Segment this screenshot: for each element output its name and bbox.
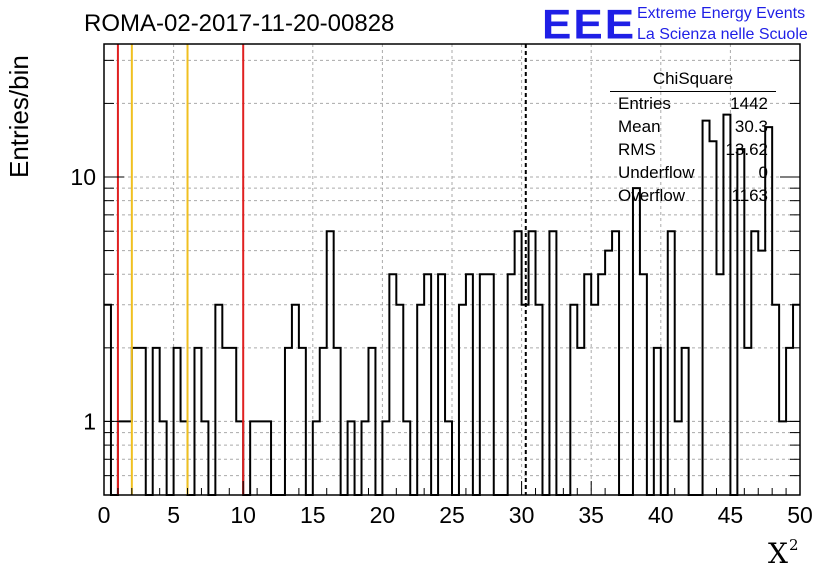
x-axis-label-base: X (768, 537, 788, 570)
stats-label: Entries (618, 94, 671, 113)
y-axis-label: Entries/bin (4, 55, 34, 178)
stats-value: 1442 (730, 94, 768, 113)
x-tick-label: 10 (230, 502, 256, 528)
stats-value: 1163 (731, 186, 768, 205)
x-tick-label: 15 (300, 502, 326, 528)
x-axis-label-superscript: 2 (788, 536, 799, 554)
stats-label: Underflow (618, 163, 695, 182)
stats-value: 30.3 (734, 117, 768, 136)
x-axis-label: X2 (768, 536, 798, 570)
stats-box: ChiSquare Entries 1442 Mean 30.3 RMS 13.… (610, 68, 776, 207)
x-tick-label: 25 (439, 502, 465, 528)
x-tick-label: 20 (370, 502, 396, 528)
x-tick-label: 45 (718, 502, 744, 528)
x-tick-label: 5 (167, 502, 180, 528)
x-tick-label: 35 (578, 502, 604, 528)
stats-row-underflow: Underflow 0 (610, 161, 776, 184)
chart-title: ROMA-02-2017-11-20-00828 (84, 10, 395, 37)
x-tick-label: 30 (509, 502, 535, 528)
stats-value: 0 (758, 163, 768, 182)
stats-row-overflow: Overflow 1163 (610, 184, 776, 207)
stats-row-mean: Mean 30.3 (610, 115, 776, 138)
eee-logo: EEE (542, 1, 637, 48)
logo-caption: Extreme Energy Events La Scienza nelle S… (637, 3, 808, 45)
stats-label: RMS (618, 140, 656, 159)
stats-row-entries: Entries 1442 (610, 92, 776, 115)
y-tick-label: 1 (83, 408, 96, 434)
logo-caption-line2: La Scienza nelle Scuole (637, 26, 808, 43)
x-tick-label: 50 (787, 502, 813, 528)
stats-row-rms: RMS 13.62 (610, 138, 776, 161)
logo-caption-line1: Extreme Energy Events (637, 5, 806, 22)
stats-title: ChiSquare (610, 68, 776, 92)
x-tick-label: 40 (648, 502, 674, 528)
y-tick-label: 10 (70, 164, 96, 190)
x-tick-label: 0 (98, 502, 111, 528)
stats-label: Overflow (618, 186, 686, 205)
stats-value: 13.62 (725, 140, 768, 159)
stats-label: Mean (618, 117, 661, 136)
